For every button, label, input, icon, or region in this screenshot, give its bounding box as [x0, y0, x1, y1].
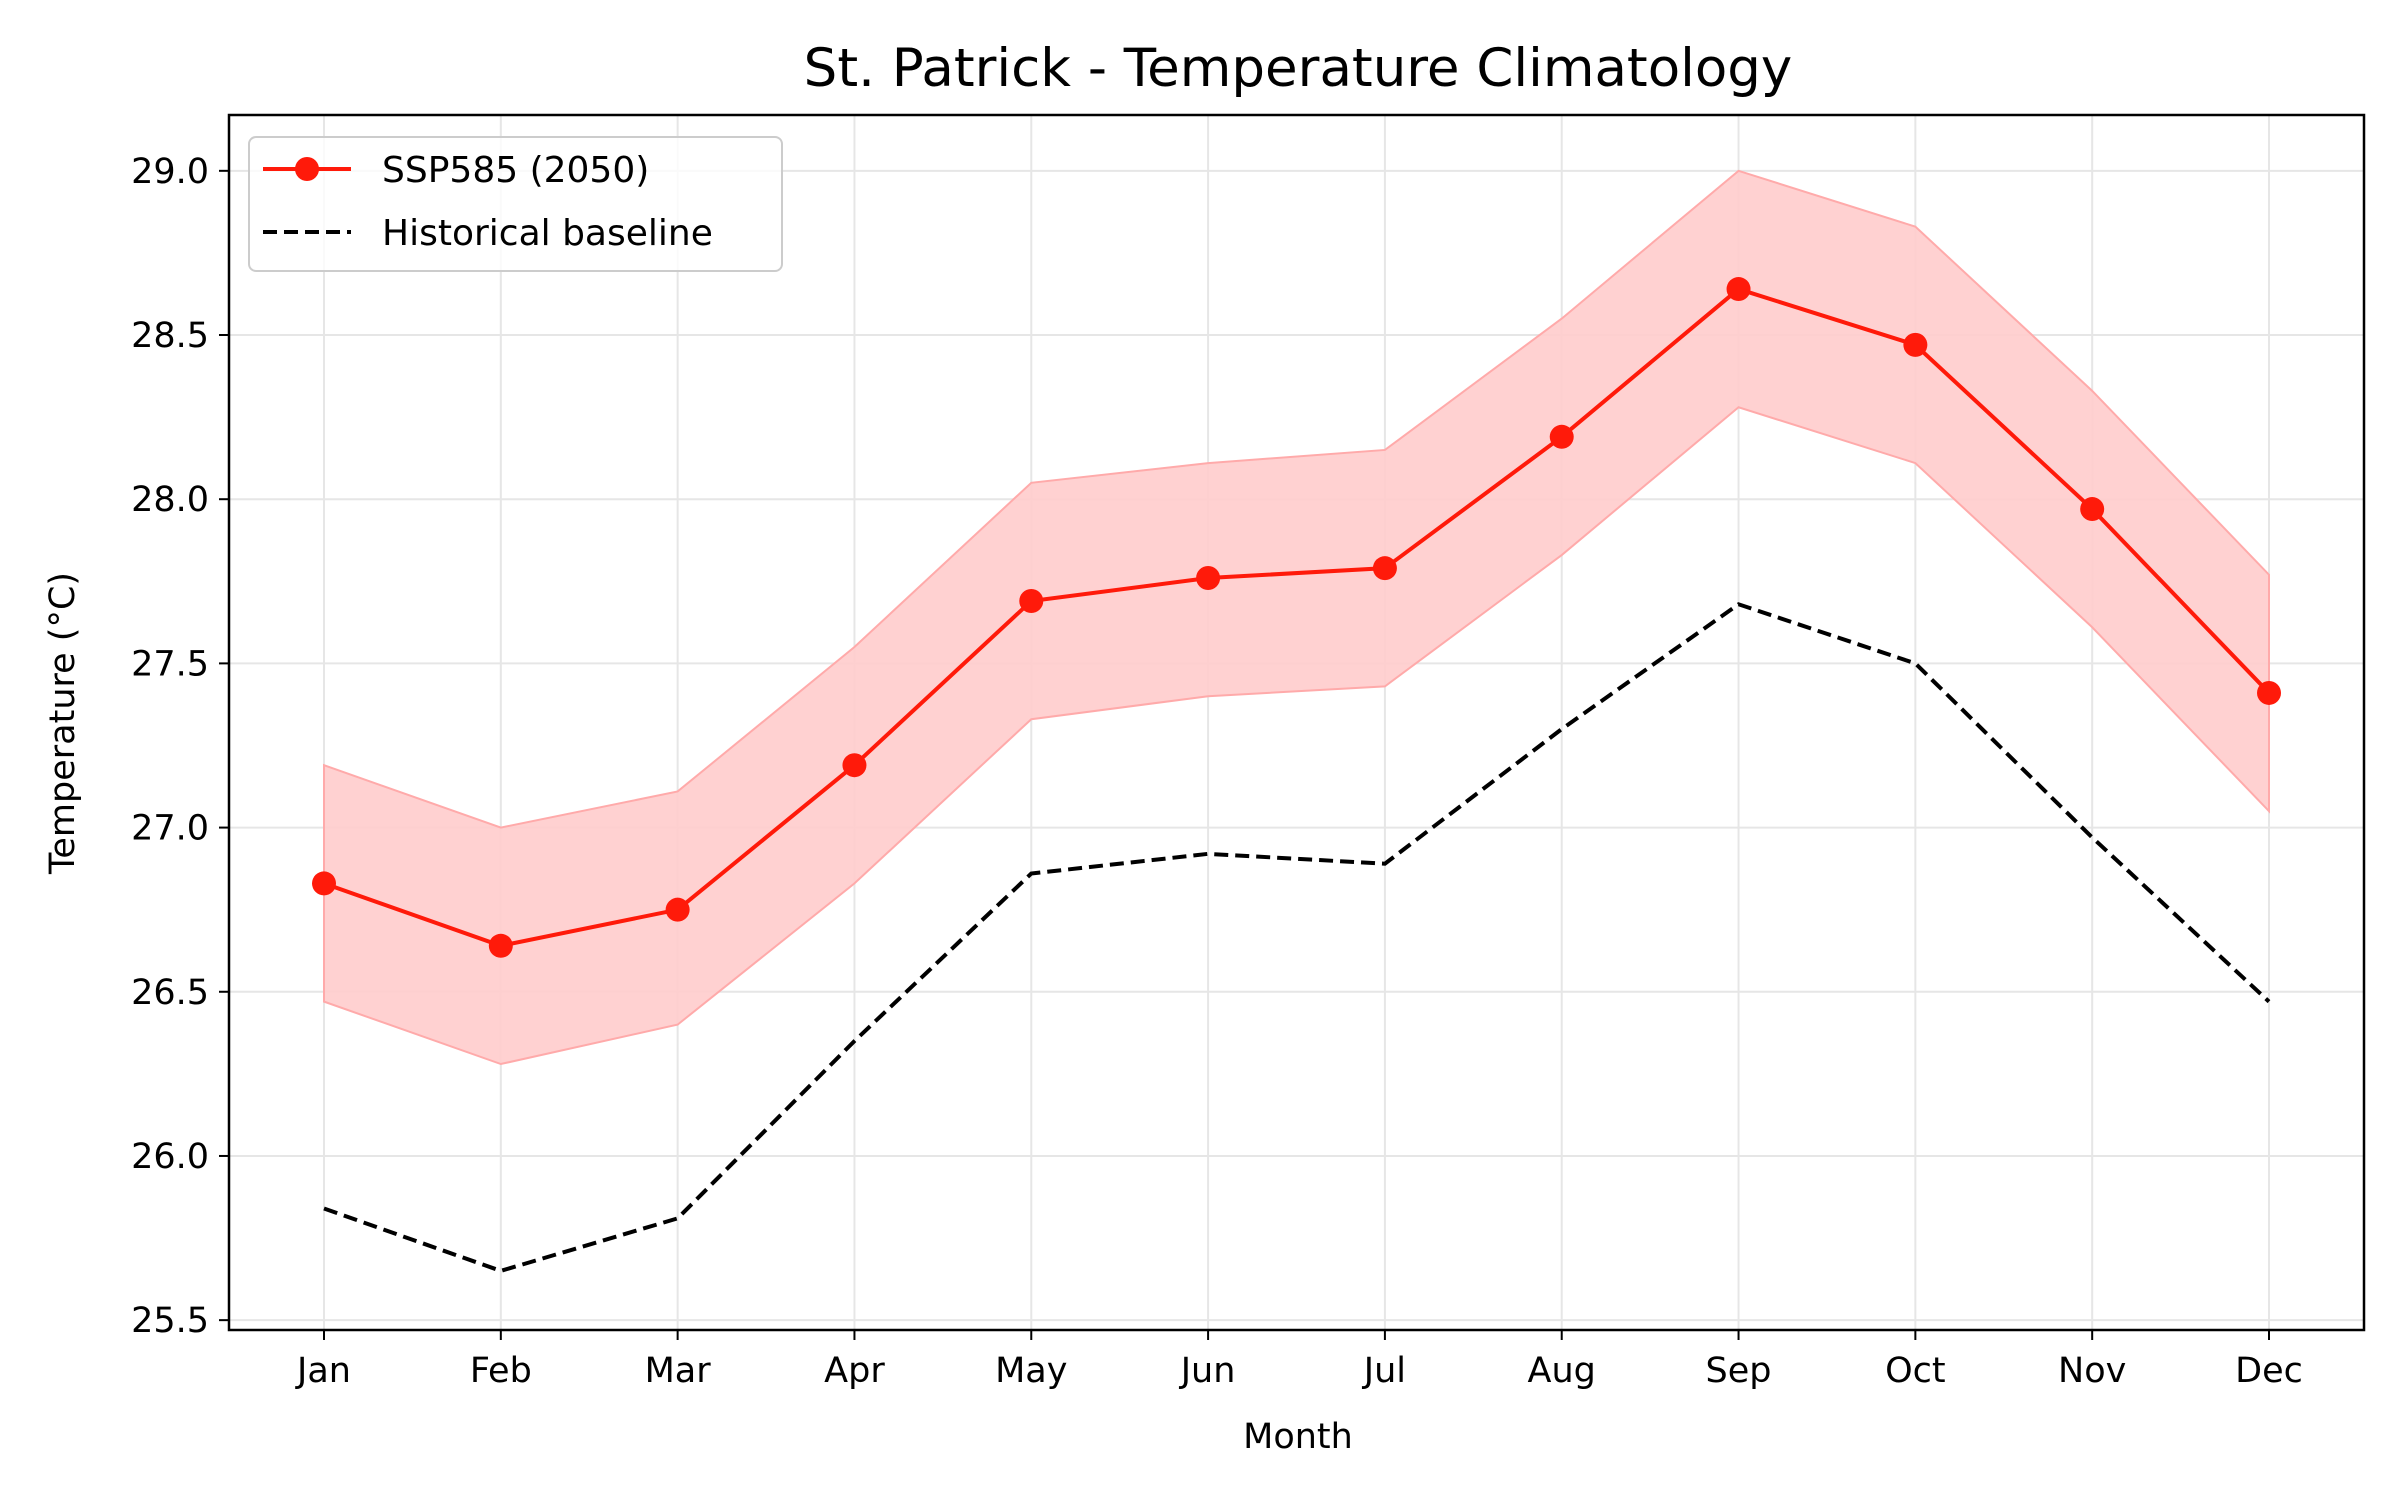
chart-title: St. Patrick - Temperature Climatology — [804, 38, 1793, 99]
axes: Jan Feb Mar Apr May Jun Jul Aug Sep Oct Nov Dec 25.5… — [131, 152, 2303, 1391]
ssp585-point — [1196, 566, 1221, 591]
legend-label-historical: Historical baseline — [382, 213, 713, 254]
ssp585-point — [1372, 556, 1397, 581]
historical-baseline-line — [323, 602, 2271, 1273]
ssp585-point — [488, 933, 513, 958]
x-tick-label: Oct — [1885, 1351, 1946, 1391]
ssp585-point — [1019, 589, 1044, 613]
y-tick-label: 27.0 — [131, 809, 209, 849]
y-tick-label: 26.0 — [131, 1137, 209, 1177]
legend-box — [248, 136, 783, 272]
ssp585-point — [842, 753, 867, 778]
x-axis-title: Month — [1243, 1417, 1353, 1457]
x-tick-label: Aug — [1528, 1351, 1596, 1391]
ssp585-point — [2257, 680, 2281, 705]
x-tick-label: Nov — [2058, 1351, 2126, 1391]
ssp585-point — [1726, 277, 1751, 302]
y-tick-label: 28.0 — [131, 480, 209, 520]
ssp585-point — [2080, 497, 2105, 522]
y-tick-label: 27.5 — [131, 644, 209, 684]
y-axis-title: Temperature (°C) — [43, 572, 83, 875]
series-layer — [312, 277, 2281, 1273]
x-tick-label: Jul — [1362, 1351, 1406, 1391]
uncertainty-band-layer — [323, 169, 2270, 1066]
legend-marker-ssp585 — [295, 157, 319, 181]
x-tick-label: May — [995, 1351, 1067, 1391]
ssp585-line — [323, 286, 2271, 948]
x-tick-label: Mar — [645, 1351, 712, 1391]
ssp585-point — [1549, 424, 1574, 449]
ssp585-point — [1903, 332, 1928, 357]
ssp585-point — [312, 871, 336, 896]
y-tick-label: 28.5 — [131, 316, 209, 356]
legend-label-ssp585: SSP585 (2050) — [382, 150, 649, 191]
y-tick-label: 25.5 — [131, 1301, 209, 1341]
x-tick-label: Jan — [295, 1351, 351, 1391]
ssp585-uncertainty-band — [323, 169, 2270, 1066]
ssp585-point — [665, 897, 690, 922]
y-tick-label: 29.0 — [131, 152, 209, 192]
y-tick-label: 26.5 — [131, 973, 209, 1013]
x-tick-label: Feb — [470, 1351, 532, 1391]
legend: SSP585 (2050) Historical baseline — [248, 136, 783, 272]
x-tick-label: Apr — [824, 1351, 885, 1391]
x-tick-label: Sep — [1706, 1351, 1772, 1391]
x-tick-label: Dec — [2235, 1351, 2303, 1391]
x-tick-label: Jun — [1179, 1351, 1236, 1391]
plot-frame — [227, 113, 2366, 1332]
